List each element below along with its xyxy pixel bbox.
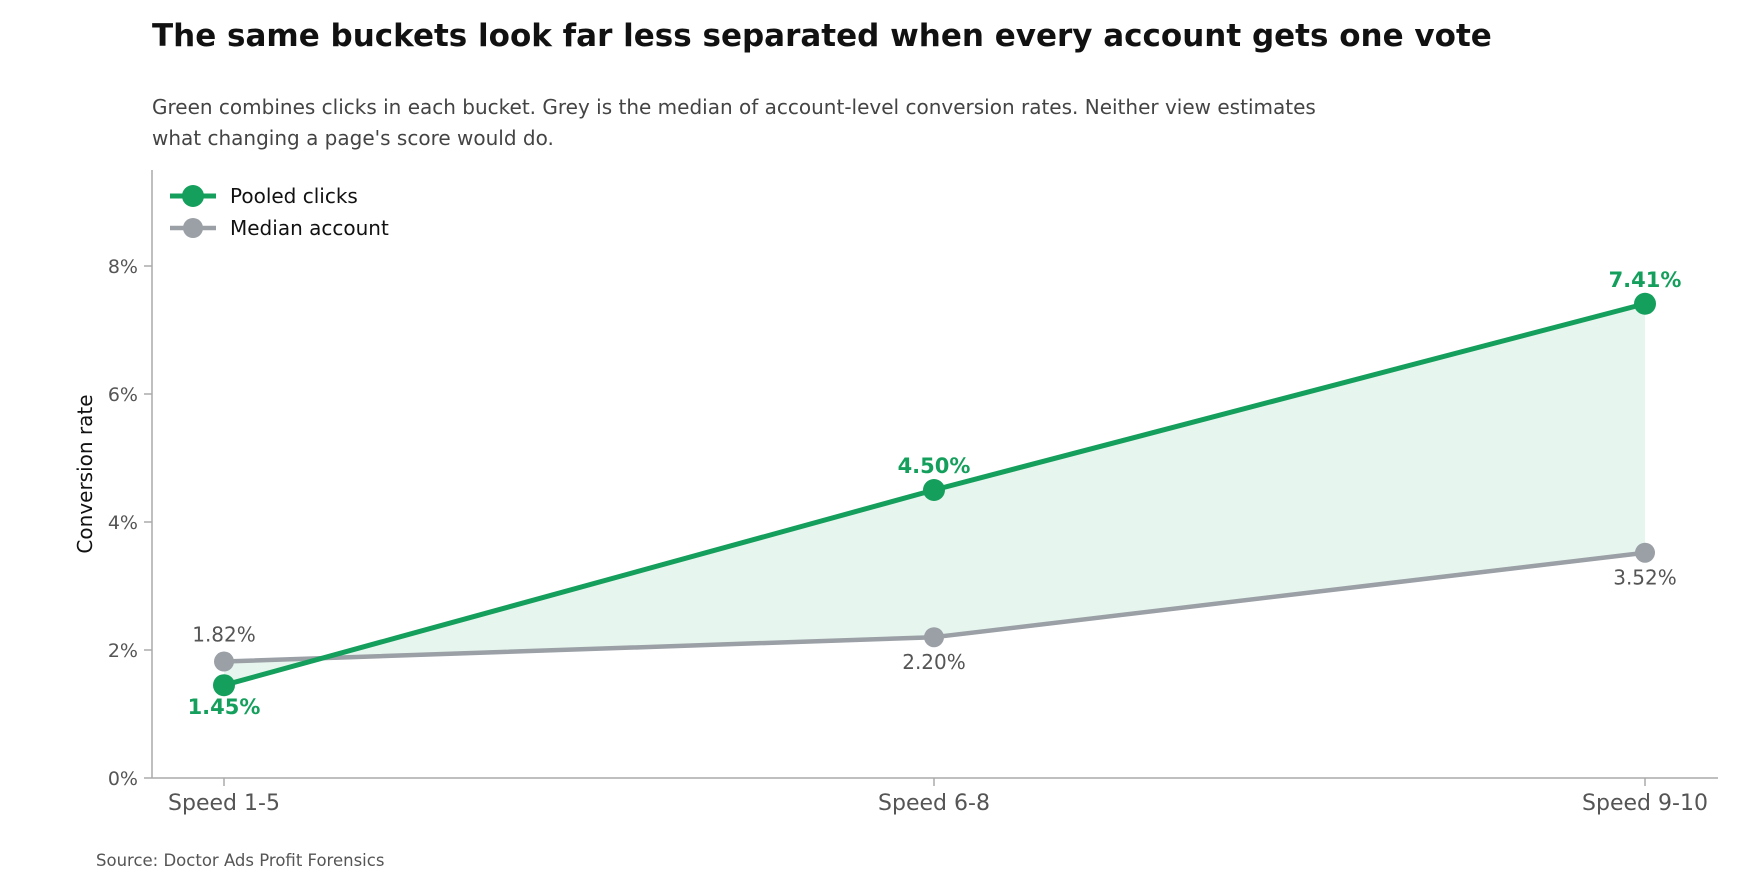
- pooled-clicks-point: [213, 674, 235, 697]
- y-tick-label: 8%: [108, 256, 138, 278]
- series-layer: [213, 292, 1656, 697]
- y-tick-label: 4%: [108, 512, 138, 534]
- pooled-clicks-data-label: 1.45%: [188, 695, 261, 719]
- data-labels-layer: 1.45% 4.50% 7.41% 1.82% 2.20% 3.52%: [188, 268, 1682, 719]
- pooled-clicks-data-label: 4.50%: [898, 454, 971, 478]
- y-tick-label: 0%: [108, 768, 138, 790]
- chart-subtitle: Green combines clicks in each bucket. Gr…: [152, 95, 1316, 150]
- x-tick-label: Speed 6-8: [878, 791, 990, 816]
- y-axis-title: Conversion rate: [73, 394, 97, 553]
- axes: 0% 2% 4% 6% 8% Speed 1-5 Speed 6-8 Speed 9-10 Co…: [73, 170, 1718, 816]
- median-account-data-label: 2.20%: [902, 650, 966, 674]
- median-account-data-label: 3.52%: [1613, 566, 1677, 590]
- y-tick-label: 6%: [108, 384, 138, 406]
- pooled-clicks-legend-marker: [182, 185, 204, 207]
- pooled-clicks-point: [923, 479, 945, 501]
- median-account-legend-label: Median account: [230, 216, 389, 240]
- median-account-data-label: 1.82%: [192, 623, 256, 647]
- median-account-point: [214, 651, 234, 672]
- median-account-point: [1635, 542, 1655, 563]
- chart-title: The same buckets look far less separated…: [152, 18, 1492, 54]
- x-tick-label: Speed 1-5: [168, 791, 280, 816]
- y-tick-label: 2%: [108, 640, 138, 662]
- legend: Pooled clicks Median account: [170, 184, 389, 240]
- x-tick-label: Speed 9-10: [1582, 791, 1708, 816]
- source-note: Source: Doctor Ads Profit Forensics: [96, 851, 385, 870]
- median-account-point: [924, 627, 944, 648]
- pooled-clicks-data-label: 7.41%: [1609, 268, 1682, 292]
- median-account-legend-marker: [183, 218, 203, 238]
- pooled-clicks-legend-label: Pooled clicks: [230, 184, 358, 208]
- pooled-clicks-point: [1634, 292, 1656, 315]
